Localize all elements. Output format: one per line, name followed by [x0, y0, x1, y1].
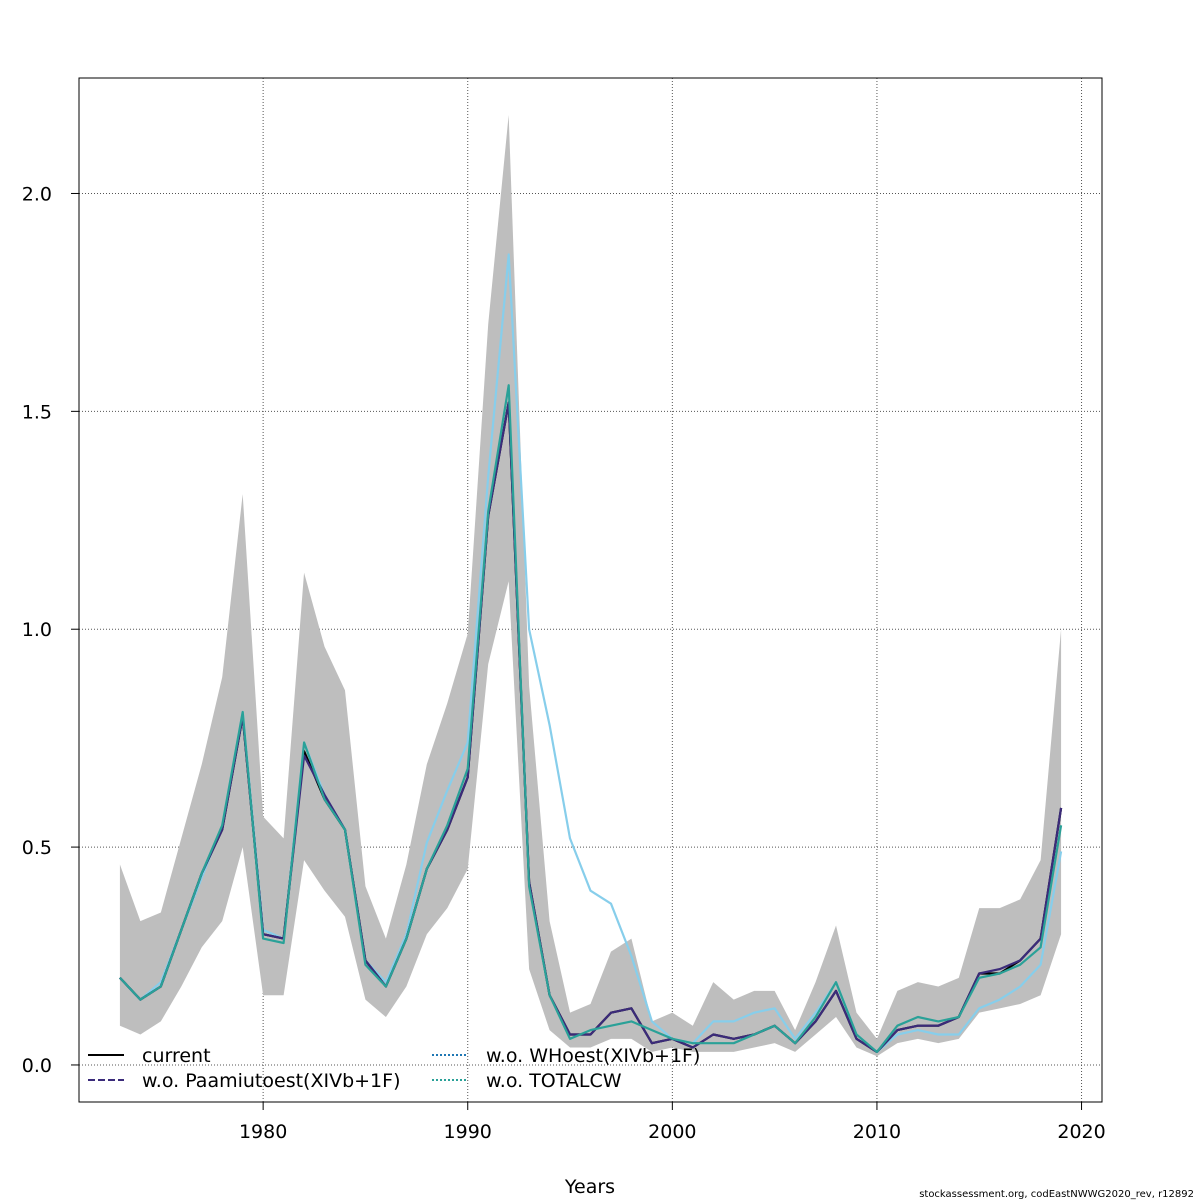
legend: current w.o. Paamiutoest(XIVb+1F) w.o. WHo…	[88, 1045, 700, 1092]
x-axis: 1980 1990 2000 2010 2020	[239, 1102, 1106, 1143]
grid	[79, 78, 1102, 1102]
x-tick-label: 2010	[853, 1121, 901, 1143]
y-tick-label: 0.5	[22, 837, 52, 859]
series-line-3	[119, 384, 1063, 1053]
confidence-band-area	[119, 115, 1062, 1057]
y-tick-label: 1.5	[22, 401, 52, 423]
y-tick-label: 2.0	[22, 183, 52, 205]
series-lines	[119, 253, 1063, 1053]
y-axis: 0.0 0.5 1.0 1.5 2.0	[22, 183, 79, 1077]
x-axis-title: Years	[564, 1176, 615, 1198]
series-line-1	[119, 401, 1063, 1053]
x-tick-label: 2000	[648, 1121, 696, 1143]
footer-credit: stockassessment.org, codEastNWWG2020_rev…	[919, 1189, 1194, 1200]
y-tick-label: 0.0	[22, 1055, 52, 1077]
legend-label: w.o. Paamiutoest(XIVb+1F)	[142, 1070, 400, 1092]
plot-frame	[78, 77, 1103, 1103]
x-tick-label: 2020	[1057, 1121, 1105, 1143]
confidence-band	[119, 115, 1062, 1057]
legend-label: w.o. WHoest(XIVb+1F)	[486, 1045, 700, 1067]
legend-label: current	[142, 1045, 211, 1067]
y-tick-label: 1.0	[22, 619, 52, 641]
legend-label: w.o. TOTALCW	[486, 1070, 622, 1092]
x-tick-label: 1980	[239, 1121, 287, 1143]
x-tick-label: 1990	[444, 1121, 492, 1143]
series-line-2	[119, 253, 1063, 1053]
